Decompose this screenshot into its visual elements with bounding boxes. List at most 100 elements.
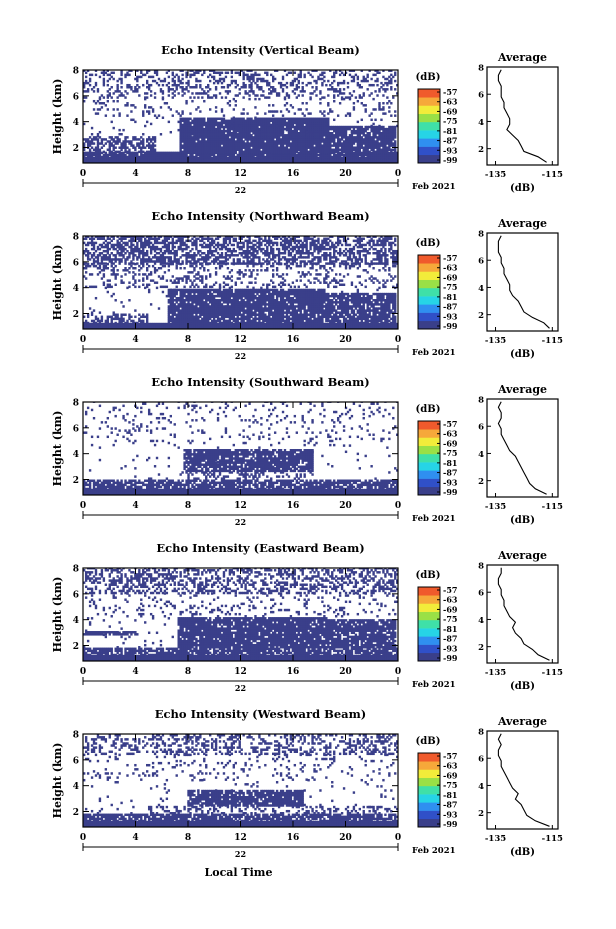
heatmap-cell (234, 79, 237, 83)
heatmap-cell (214, 106, 218, 109)
heatmap-cell (285, 135, 289, 138)
heatmap-cell (327, 94, 330, 97)
heatmap-cell (386, 96, 389, 99)
heatmap-cell (191, 133, 194, 136)
heatmap-cell (100, 315, 104, 319)
heatmap-cell (220, 120, 224, 124)
heatmap-cell (118, 112, 121, 115)
heatmap-cell (146, 120, 149, 124)
heatmap-cell (134, 136, 137, 139)
heatmap-cell (372, 83, 375, 87)
heatmap-cell (130, 110, 133, 113)
heatmap-cell (370, 118, 373, 122)
heatmap-cell (301, 81, 304, 85)
heatmap-cell (356, 81, 360, 85)
colorbar-band (418, 89, 440, 98)
heatmap-cell (126, 102, 129, 105)
heatmap-cell (297, 94, 300, 97)
heatmap-cell (116, 313, 119, 316)
heatmap-cell (374, 108, 377, 111)
colorbar-band (418, 138, 440, 147)
heatmap-cell (386, 88, 389, 91)
heatmap-cell (372, 122, 375, 126)
heatmap-cell (246, 112, 249, 115)
heatmap-cell (394, 88, 397, 91)
heatmap-cell (352, 90, 356, 93)
heatmap-cell (134, 315, 137, 319)
heatmap-cell (323, 96, 326, 99)
heatmap-cell (147, 136, 151, 139)
heatmap-cell (138, 313, 141, 316)
heatmap-cell (254, 71, 257, 75)
colorbar-tick-label: -93 (443, 145, 458, 155)
colorbar-tick-label: -57 (443, 87, 457, 97)
heatmap-cell (277, 92, 281, 95)
heatmap-cell (301, 86, 304, 89)
heatmap-cell (248, 97, 251, 101)
heatmap-cell (195, 133, 198, 136)
heatmap-cell (242, 81, 245, 85)
heatmap-cell (388, 99, 391, 103)
heatmap-cell (222, 114, 226, 117)
heatmap-cell (207, 130, 210, 134)
colorbar-band (418, 121, 440, 131)
heatmap-cell (224, 96, 228, 99)
heatmap-cell (275, 124, 279, 128)
heatmap-cell (258, 130, 261, 134)
heatmap-cell (380, 118, 383, 122)
heatmap-cell (110, 120, 113, 124)
heatmap-cell (262, 77, 265, 81)
heatmap-cell (307, 71, 310, 75)
heatmap-cell (159, 88, 163, 91)
colorbar-band (418, 130, 440, 139)
heatmap-cell (203, 118, 206, 122)
heatmap-cell (94, 73, 98, 77)
heatmap-cell (279, 110, 283, 113)
heatmap-cell (167, 94, 171, 97)
heatmap-cell (382, 94, 385, 97)
heatmap-cell (338, 88, 342, 91)
heatmap-cell (112, 99, 115, 103)
heatmap-cell (272, 86, 275, 89)
heatmap-cell (309, 118, 312, 122)
heatmap-cell (329, 108, 332, 111)
heatmap-cell (214, 94, 218, 97)
heatmap-cell (380, 81, 383, 85)
heatmap-cell (256, 94, 259, 97)
heatmap-cell (374, 118, 377, 122)
heatmap-cell (260, 120, 263, 124)
heatmap-cell (323, 110, 326, 113)
heatmap-cell (228, 99, 232, 103)
heatmap-cell (360, 102, 363, 105)
heatmap-cell (285, 92, 289, 95)
heatmap-cell (220, 108, 224, 111)
y-tick-label: 6 (73, 92, 79, 102)
heatmap-cell (370, 112, 373, 115)
heatmap-cell (309, 96, 312, 99)
heatmap-cell (297, 124, 300, 128)
heatmap-cell (356, 99, 360, 103)
heatmap-cell (151, 75, 155, 79)
heatmap-cell (268, 104, 271, 107)
heatmap-cell (346, 81, 350, 85)
heatmap-cell (193, 96, 196, 99)
heatmap-cell (199, 79, 202, 83)
heatmap-cell (226, 71, 230, 75)
heatmap-cell (366, 73, 369, 77)
heatmap-cell (199, 110, 202, 113)
heatmap-cell (177, 120, 180, 124)
profile-line (497, 69, 547, 163)
heatmap-cell (293, 71, 297, 75)
panel-title: Echo Intensity (Vertical Beam) (161, 43, 360, 57)
heatmap-cell (305, 102, 308, 105)
heatmap-cell (275, 110, 279, 113)
heatmap-cell (90, 126, 94, 130)
colorbar-tick-label: -81 (443, 126, 457, 136)
colorbar-tick-label: -63 (443, 97, 458, 107)
heatmap-cell (94, 315, 98, 319)
heatmap-cell (94, 81, 98, 85)
heatmap-cell (376, 94, 379, 97)
heatmap-cell (167, 106, 171, 109)
heatmap-cell (384, 112, 387, 115)
